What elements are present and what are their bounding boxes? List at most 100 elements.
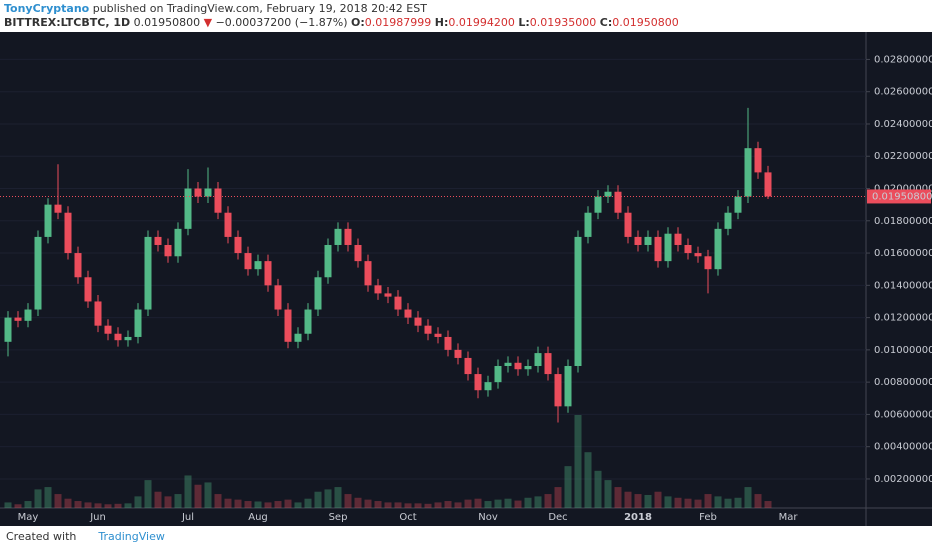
y-tick-label: 0.01600000 <box>874 248 932 259</box>
volume-bar <box>114 503 122 508</box>
candle-body <box>394 296 402 310</box>
volume-bar <box>294 502 302 508</box>
candle-body <box>404 309 412 318</box>
candle-body <box>374 285 382 294</box>
candle-body <box>94 301 102 326</box>
x-tick-label: Aug <box>248 512 268 523</box>
x-tick-label: Oct <box>399 512 416 523</box>
candle-body <box>734 196 742 213</box>
volume-bar <box>334 487 342 508</box>
volume-bar <box>214 494 222 508</box>
y-tick-label: 0.02200000 <box>874 151 932 162</box>
volume-bar <box>54 494 62 508</box>
candle-body <box>624 212 632 237</box>
volume-bar <box>204 482 212 508</box>
volume-bar <box>14 504 22 508</box>
volume-bar <box>364 499 372 508</box>
candle-body <box>114 333 122 341</box>
volume-bar <box>724 498 732 508</box>
volume-bar <box>514 500 522 508</box>
candle-body <box>424 325 432 334</box>
candle-body <box>704 256 712 270</box>
candle-body <box>124 336 132 341</box>
candle-body <box>384 293 392 297</box>
candle-body <box>324 244 332 278</box>
candle-body <box>364 261 372 286</box>
volume-bar <box>534 496 542 508</box>
candle-body <box>614 191 622 213</box>
y-tick-label: 0.02600000 <box>874 87 932 98</box>
candle-body <box>144 236 152 310</box>
arrow: ▼ <box>203 16 213 29</box>
volume-bar <box>394 502 402 508</box>
y-tick-label: 0.00200000 <box>874 474 932 485</box>
y-tick-label: 0.02400000 <box>874 119 932 130</box>
c: 0.01950800 <box>612 16 679 29</box>
c-label: C: <box>599 16 613 29</box>
volume-bar <box>384 502 392 508</box>
volume-bar <box>464 499 472 508</box>
volume-bar <box>494 499 502 508</box>
brand[interactable]: TradingView <box>98 530 165 543</box>
volume-bar <box>194 484 202 508</box>
candle-body <box>244 253 252 270</box>
candle-body <box>294 333 302 342</box>
candle-body <box>544 353 552 375</box>
volume-bar <box>74 501 82 508</box>
volume-bar <box>664 496 672 508</box>
author[interactable]: TonyCryptano <box>4 2 90 15</box>
candle-body <box>184 188 192 229</box>
volume-bar <box>154 491 162 508</box>
volume-bar <box>44 487 52 508</box>
candle-body <box>634 236 642 245</box>
published: published on TradingView.com, February 1… <box>92 2 427 15</box>
volume-bar <box>224 498 232 508</box>
candle-body <box>284 309 292 342</box>
candle-body <box>54 204 62 213</box>
volume-bar <box>174 494 182 508</box>
volume-bar <box>634 494 642 508</box>
y-tick-label: 0.01200000 <box>874 313 932 324</box>
candle-body <box>444 336 452 350</box>
volume-bar <box>474 498 482 508</box>
candle-body <box>254 261 262 270</box>
volume-bar <box>94 503 102 508</box>
volume-bar <box>654 491 662 508</box>
candle-body <box>694 253 702 257</box>
x-tick-label: Nov <box>478 512 498 523</box>
candle-body <box>64 212 72 254</box>
y-tick-label: 0.00800000 <box>874 377 932 388</box>
candle-body <box>554 374 562 407</box>
y-tick-label: 0.00400000 <box>874 442 932 453</box>
volume-bar <box>734 497 742 508</box>
volume-bar <box>524 497 532 508</box>
o-label: O: <box>351 16 365 29</box>
volume-bar <box>744 487 752 508</box>
volume-bar <box>304 498 312 508</box>
volume-bar <box>694 499 702 508</box>
candle-body <box>174 228 182 257</box>
candle-body <box>454 349 462 358</box>
candle-body <box>104 325 112 334</box>
volume-bar <box>604 480 612 508</box>
candle-body <box>304 309 312 334</box>
candle-body <box>204 188 212 197</box>
volume-bar <box>674 497 682 508</box>
volume-bar <box>594 470 602 508</box>
candle-body <box>724 212 732 229</box>
candle-body <box>644 236 652 245</box>
h: 0.01994200 <box>448 16 515 29</box>
volume-bar <box>644 494 652 508</box>
chart-background <box>0 32 932 526</box>
candle-body <box>334 228 342 245</box>
volume-bar <box>574 415 582 508</box>
candle-body <box>34 236 42 310</box>
candle-body <box>684 244 692 254</box>
x-tick-label: Dec <box>548 512 567 523</box>
volume-bar <box>344 494 352 508</box>
volume-bar <box>104 504 112 508</box>
y-tick-label: 0.02000000 <box>874 184 932 195</box>
candle-body <box>344 228 352 245</box>
candle-body <box>474 374 482 391</box>
